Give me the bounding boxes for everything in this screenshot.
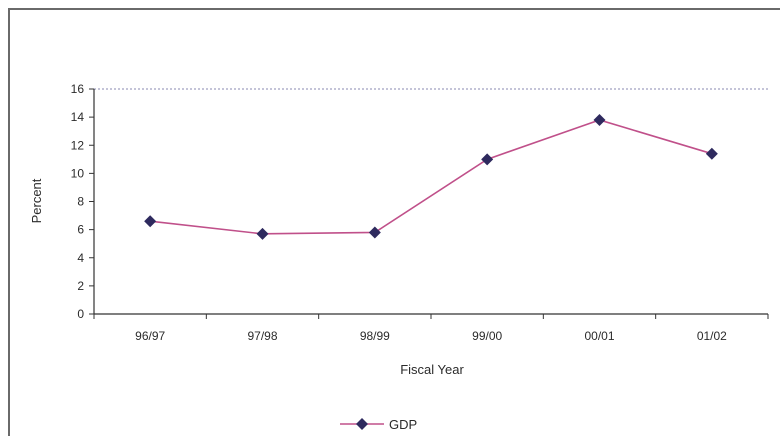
data-point-98-99 xyxy=(368,226,381,239)
x-axis-title: Fiscal Year xyxy=(400,362,464,377)
y-tick-label-4: 4 xyxy=(77,251,84,265)
x-tick-label-98-99: 98/99 xyxy=(360,329,390,343)
data-point-96-97 xyxy=(144,215,157,228)
x-tick-label-96-97: 96/97 xyxy=(135,329,165,343)
plot-area: 0 2 4 6 8 10 12 14 16 96/97 97/98 98/99 99/00 00/01 01… xyxy=(71,82,769,343)
x-tick-label-97-98: 97/98 xyxy=(247,329,277,343)
x-tick-label-00-01: 00/01 xyxy=(584,329,614,343)
data-point-99-00 xyxy=(481,153,494,166)
y-tick-label-16: 16 xyxy=(71,82,85,96)
y-tick-label-2: 2 xyxy=(77,279,84,293)
data-point-01-02 xyxy=(705,147,718,160)
y-tick-label-14: 14 xyxy=(71,110,85,124)
legend-label: GDP xyxy=(389,417,417,432)
y-tick-label-10: 10 xyxy=(71,166,85,180)
legend-marker xyxy=(356,418,368,430)
y-tick-label-0: 0 xyxy=(77,307,84,321)
data-point-00-01 xyxy=(593,113,606,126)
y-tick-label-6: 6 xyxy=(77,223,84,237)
y-tick-label-12: 12 xyxy=(71,138,85,152)
y-axis-title: Percent xyxy=(29,178,44,223)
x-tick-label-01-02: 01/02 xyxy=(697,329,727,343)
x-tick-label-99-00: 99/00 xyxy=(472,329,502,343)
y-tick-label-8: 8 xyxy=(77,195,84,209)
legend: GDP xyxy=(340,417,417,432)
data-point-97-98 xyxy=(256,227,269,240)
series-line-gdp xyxy=(150,119,713,235)
chart-frame xyxy=(8,8,780,436)
